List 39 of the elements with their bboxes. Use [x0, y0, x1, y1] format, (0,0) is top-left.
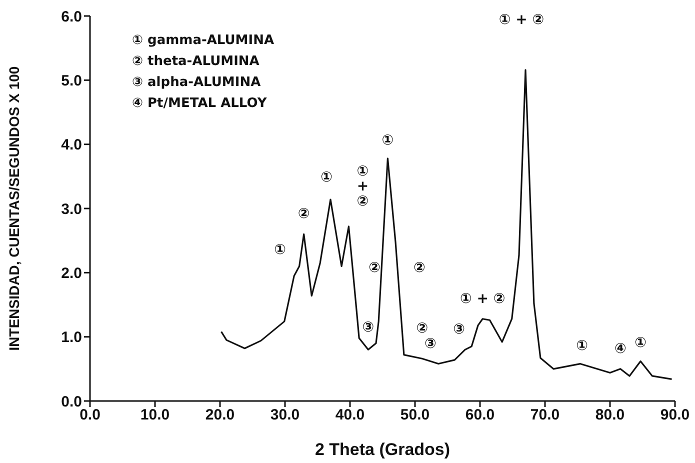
annotation: ① [382, 132, 394, 148]
y-tick-label: 6.0 [61, 8, 82, 26]
x-tick-label: 70.0 [530, 406, 560, 424]
annotation: ② theta-ALUMINA [132, 53, 260, 71]
annotation: ③ [362, 320, 374, 336]
annotation: ① + ② [498, 12, 544, 28]
annotation: ② [298, 206, 310, 222]
x-axis-title: 2 Theta (Grados) [314, 440, 450, 459]
annotation: ④ Pt/METAL ALLOY [132, 95, 268, 113]
x-tick-label: 80.0 [595, 406, 625, 424]
x-tick-label: 20.0 [205, 406, 235, 424]
y-tick-label: 1.0 [61, 329, 82, 346]
y-tick-label: 0.0 [61, 393, 82, 410]
annotation: ① gamma-ALUMINA [132, 32, 274, 50]
annotation: ② [368, 260, 381, 276]
annotation: ② [416, 320, 428, 337]
x-tick-label: 50.0 [400, 406, 430, 424]
annotation: ④ [614, 340, 626, 357]
y-axis-title: INTENSIDAD, CUENTAS/SEGUNDOS X 100 [6, 66, 22, 351]
y-tick-label: 5.0 [61, 72, 82, 90]
annotation: ② [414, 260, 426, 276]
annotation: ③ alpha-ALUMINA [132, 74, 262, 92]
x-tick-label: 10.0 [140, 406, 170, 424]
x-tick-label: 40.0 [335, 406, 365, 424]
x-tick-label: 30.0 [270, 406, 300, 424]
y-tick-label: 3.0 [61, 200, 82, 218]
annotation: ① [274, 242, 286, 258]
annotation: ③ [424, 336, 436, 352]
y-tick-label: 4.0 [61, 136, 82, 154]
y-tick-label: 2.0 [61, 264, 82, 282]
x-tick-label: 60.0 [465, 406, 495, 424]
annotation: ① + ② [460, 290, 506, 307]
annotation: ① [634, 335, 647, 352]
annotation: ① + ② [356, 163, 369, 210]
annotation: ① [320, 170, 333, 186]
annotation: ③ [453, 322, 466, 338]
annotation: ① [576, 338, 588, 354]
x-tick-label: 90.0 [660, 406, 690, 424]
x-tick-label: 0.0 [80, 406, 100, 424]
